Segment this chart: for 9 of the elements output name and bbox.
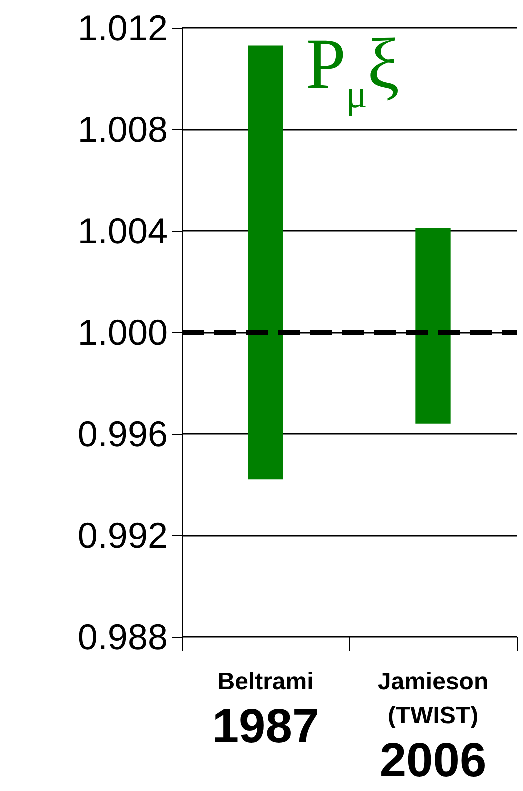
y-tick-label: 1.008 [78, 109, 168, 150]
y-tick-label: 0.996 [78, 414, 168, 454]
x-tick-label: Jamieson (TWIST) 2006 [378, 668, 489, 788]
y-tick-label: 0.988 [78, 616, 168, 658]
y-tick-label: 1.000 [78, 312, 168, 353]
y-tick-label: 1.004 [78, 210, 168, 252]
y-tick-label: 1.012 [78, 8, 168, 48]
y-tick-label: 0.992 [78, 515, 168, 556]
x-tick-label: Beltrami 1987 [212, 668, 320, 754]
